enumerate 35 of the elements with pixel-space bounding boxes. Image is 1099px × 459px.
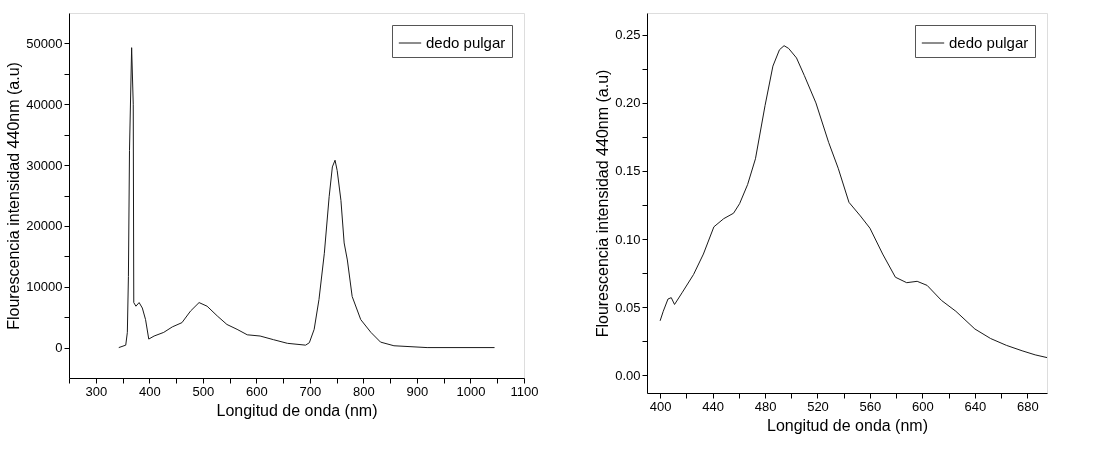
y-tick-label: 30000 [26, 157, 63, 173]
x-tick-label: 520 [807, 398, 829, 414]
x-tick-label: 900 [406, 383, 429, 399]
x-axis-title: Longitud de onda (nm) [216, 401, 378, 419]
legend-label: dedo pulgar [949, 34, 1029, 51]
y-tick-label: 0.25 [615, 27, 641, 43]
y-axis-title: Flourescencia intensidad 440nm (a.u) [594, 69, 612, 338]
x-tick-label: 680 [1016, 398, 1039, 414]
y-tick-label: 0.05 [615, 299, 641, 315]
y-tick-label: 0 [55, 340, 63, 356]
y-tick-label: 0.10 [615, 231, 641, 247]
x-tick-label: 400 [138, 383, 161, 399]
legend-label: dedo pulgar [426, 34, 506, 51]
x-tick-label: 600 [912, 398, 934, 414]
x-tick-label: 600 [246, 383, 268, 399]
x-tick-label: 640 [964, 398, 987, 414]
y-tick-label: 0.00 [615, 367, 641, 383]
x-axis-title: Longitud de onda (nm) [767, 416, 928, 434]
x-tick-label: 440 [702, 398, 724, 414]
y-axis-title: Flourescencia intensidad 440nm (a.u) [5, 62, 23, 330]
x-tick-label: 1100 [510, 383, 539, 399]
x-tick-label: 700 [299, 383, 322, 399]
x-tick-label: 1000 [456, 383, 486, 399]
x-tick-label: 800 [353, 383, 375, 399]
y-tick-label: 50000 [26, 35, 63, 51]
x-tick-label: 300 [85, 383, 108, 399]
x-tick-label: 400 [649, 398, 672, 414]
y-tick-label: 20000 [26, 218, 63, 234]
y-tick-label: 0.15 [615, 163, 641, 179]
y-tick-label: 10000 [26, 279, 63, 295]
y-tick-label: 40000 [26, 96, 63, 112]
x-tick-label: 480 [754, 398, 777, 414]
y-tick-label: 0.20 [615, 95, 641, 111]
x-tick-label: 560 [859, 398, 882, 414]
x-tick-label: 500 [192, 383, 215, 399]
